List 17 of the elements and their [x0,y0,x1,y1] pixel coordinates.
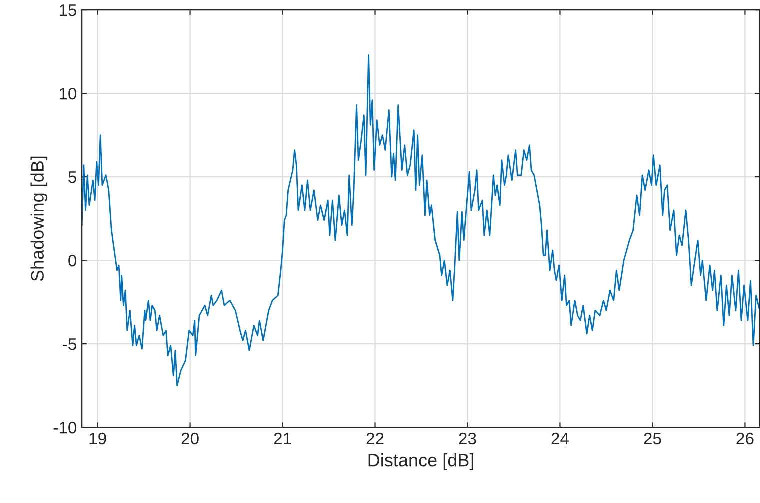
x-tick-label: 24 [552,432,570,444]
x-tick-label: 25 [644,432,662,445]
y-tick-label: 10 [60,88,77,100]
x-tick-label: 21 [274,432,292,444]
y-tick-label: 15 [60,4,77,16]
x-tick-label: 19 [90,432,106,445]
y-tick-label: 0 [68,254,77,267]
y-tick-label: -5 [63,338,77,350]
x-tick-label: 22 [366,432,384,444]
x-tick-label: 26 [736,432,754,445]
x-axis-title: Distance [dB] [368,454,474,470]
y-tick-label: -10 [54,422,77,434]
y-axis-title: Shadowing [dB] [30,156,48,282]
x-tick-label: 20 [182,432,199,445]
y-tick-label: 5 [68,172,77,184]
line-series [82,54,760,386]
x-tick-label: 23 [459,432,476,445]
